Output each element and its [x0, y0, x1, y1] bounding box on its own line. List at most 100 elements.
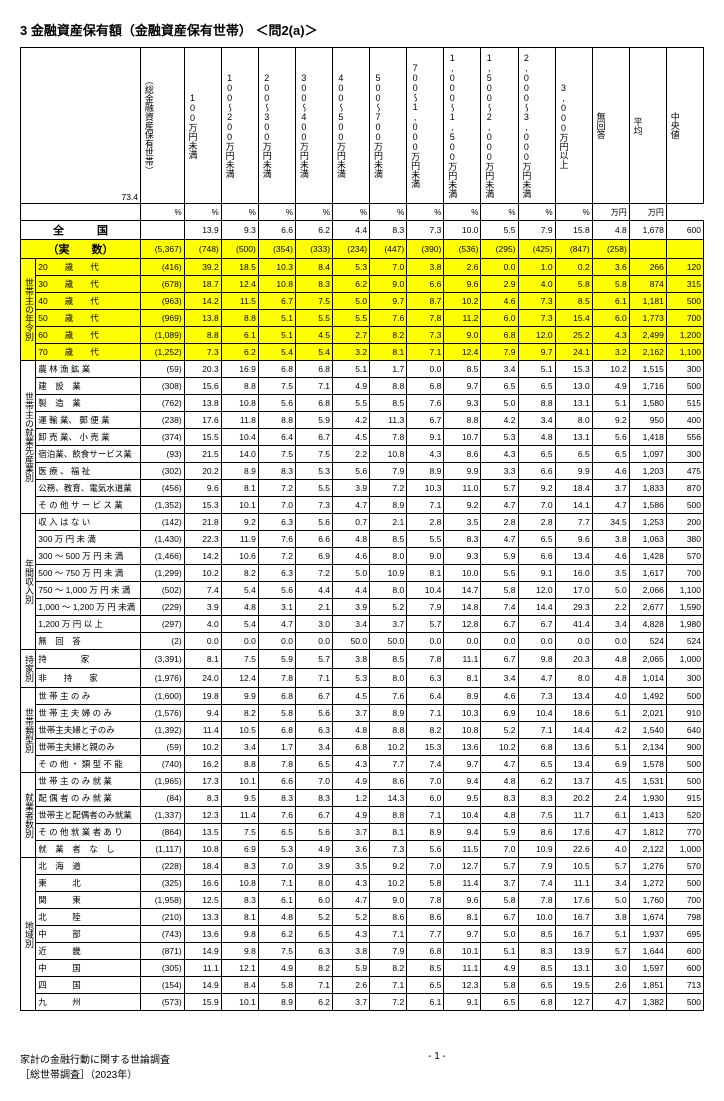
row-label: 卸 売 業、 小 売 業 [36, 429, 141, 446]
cell: 4.7 [333, 892, 370, 909]
cell: 7.1 [407, 807, 444, 824]
cell: 7.5 [258, 378, 295, 395]
row-n: (1,576) [141, 705, 185, 722]
cell: 5.6 [333, 463, 370, 480]
unit-cell: % [184, 204, 221, 221]
cell: 9.0 [370, 276, 407, 293]
cell: 13.8 [184, 310, 221, 327]
cell: 3.4 [221, 739, 258, 756]
cell: 14.8 [444, 599, 481, 616]
row-label: そ の 他 サ ー ビ ス 業 [36, 497, 141, 514]
cell: 5.7 [481, 480, 518, 497]
cell: 3.7 [370, 616, 407, 633]
cell: 0.0 [518, 633, 555, 650]
page-number: - 1 - [428, 1051, 446, 1081]
cell: 8.0 [370, 669, 407, 688]
cell: 13.8 [184, 395, 221, 412]
cell: 13.4 [555, 756, 592, 773]
cell: 8.6 [407, 909, 444, 926]
cell: 6.5 [518, 378, 555, 395]
cell: 9.6 [184, 480, 221, 497]
cell: 1,428 [629, 548, 666, 565]
cell: 0.0 [407, 361, 444, 378]
cell: 640 [666, 722, 703, 739]
cell: 3.8 [592, 909, 629, 926]
cell: 12.0 [518, 327, 555, 344]
cell: 9.7 [518, 344, 555, 361]
cell: 1,716 [629, 378, 666, 395]
cell: 10.8 [258, 276, 295, 293]
cell: 16.2 [184, 756, 221, 773]
cell: 7.4 [184, 582, 221, 599]
cell: 10.2 [184, 565, 221, 582]
cell: 3.5 [592, 565, 629, 582]
unit-cell: 万円 [592, 204, 629, 221]
cell: 10.9 [518, 841, 555, 858]
cell: 7.1 [518, 722, 555, 739]
cell: 8.5 [444, 361, 481, 378]
cell: 6.5 [407, 977, 444, 994]
cell: 1,181 [629, 293, 666, 310]
cell: 10.2 [444, 293, 481, 310]
cell: 4.0 [592, 841, 629, 858]
cell: 2,122 [629, 841, 666, 858]
cell: 8.2 [221, 565, 258, 582]
cell: 8.1 [184, 650, 221, 669]
cell: 5.5 [295, 310, 332, 327]
row-label: 世 帯 主 の み 就 業 [36, 773, 141, 790]
cell: 8.8 [221, 310, 258, 327]
cell: 1,644 [629, 943, 666, 960]
cell: 7.6 [258, 531, 295, 548]
category-label: 世帯主の年令別 [21, 259, 36, 361]
row-n: (210) [141, 909, 185, 926]
cell: 11.9 [221, 531, 258, 548]
row-label: 持 家 [36, 650, 141, 669]
cell: 8.0 [295, 875, 332, 892]
cell: 22.3 [184, 531, 221, 548]
row-label: 500 ～ 750 万 円 未 満 [36, 565, 141, 582]
cell: 3.9 [333, 480, 370, 497]
cell: 1,580 [629, 395, 666, 412]
unit-cell: % [370, 204, 407, 221]
cell: 9.2 [221, 514, 258, 531]
cell: 700 [666, 892, 703, 909]
cell: 9.4 [184, 705, 221, 722]
cell: 5.0 [333, 293, 370, 310]
cell: 2,066 [629, 582, 666, 599]
cell: 4.8 [592, 650, 629, 669]
cell: 7.6 [370, 310, 407, 327]
cell: 6.9 [295, 548, 332, 565]
header-col: 500～700万円未満 [370, 48, 407, 204]
row-label: そ の 他 ・ 類 型 不 能 [36, 756, 141, 773]
row-label: 世帯主と配偶者のみ就業 [36, 807, 141, 824]
cell: 7.5 [295, 446, 332, 463]
cell: 5.6 [592, 429, 629, 446]
cell: 3.3 [481, 463, 518, 480]
cell: 9.1 [518, 565, 555, 582]
cell: 10.9 [370, 565, 407, 582]
cell: 8.8 [370, 378, 407, 395]
cell: 5.5 [481, 565, 518, 582]
cell: 15.3 [184, 497, 221, 514]
row-n: (1,089) [141, 327, 185, 344]
cell: 9.6 [444, 892, 481, 909]
cell: 5.0 [592, 582, 629, 599]
cell: 12.4 [444, 344, 481, 361]
cell: 13.1 [555, 960, 592, 977]
row-n: (1,965) [141, 773, 185, 790]
header-col: 1,000～1,500万円未満 [444, 48, 481, 204]
cell: 6.4 [407, 688, 444, 705]
cell: 3.8 [407, 259, 444, 276]
cell: 9.0 [444, 327, 481, 344]
cell: 34.5 [592, 514, 629, 531]
cell: 380 [666, 531, 703, 548]
cell: 6.3 [258, 514, 295, 531]
cell: 7.0 [518, 497, 555, 514]
cell: 13.4 [555, 688, 592, 705]
cell: 8.5 [407, 960, 444, 977]
cell: 1,678 [629, 221, 666, 240]
cell: 8.2 [221, 705, 258, 722]
cell: 8.8 [444, 412, 481, 429]
category-label: 持家別 [21, 650, 36, 688]
cell: 120 [666, 259, 703, 276]
